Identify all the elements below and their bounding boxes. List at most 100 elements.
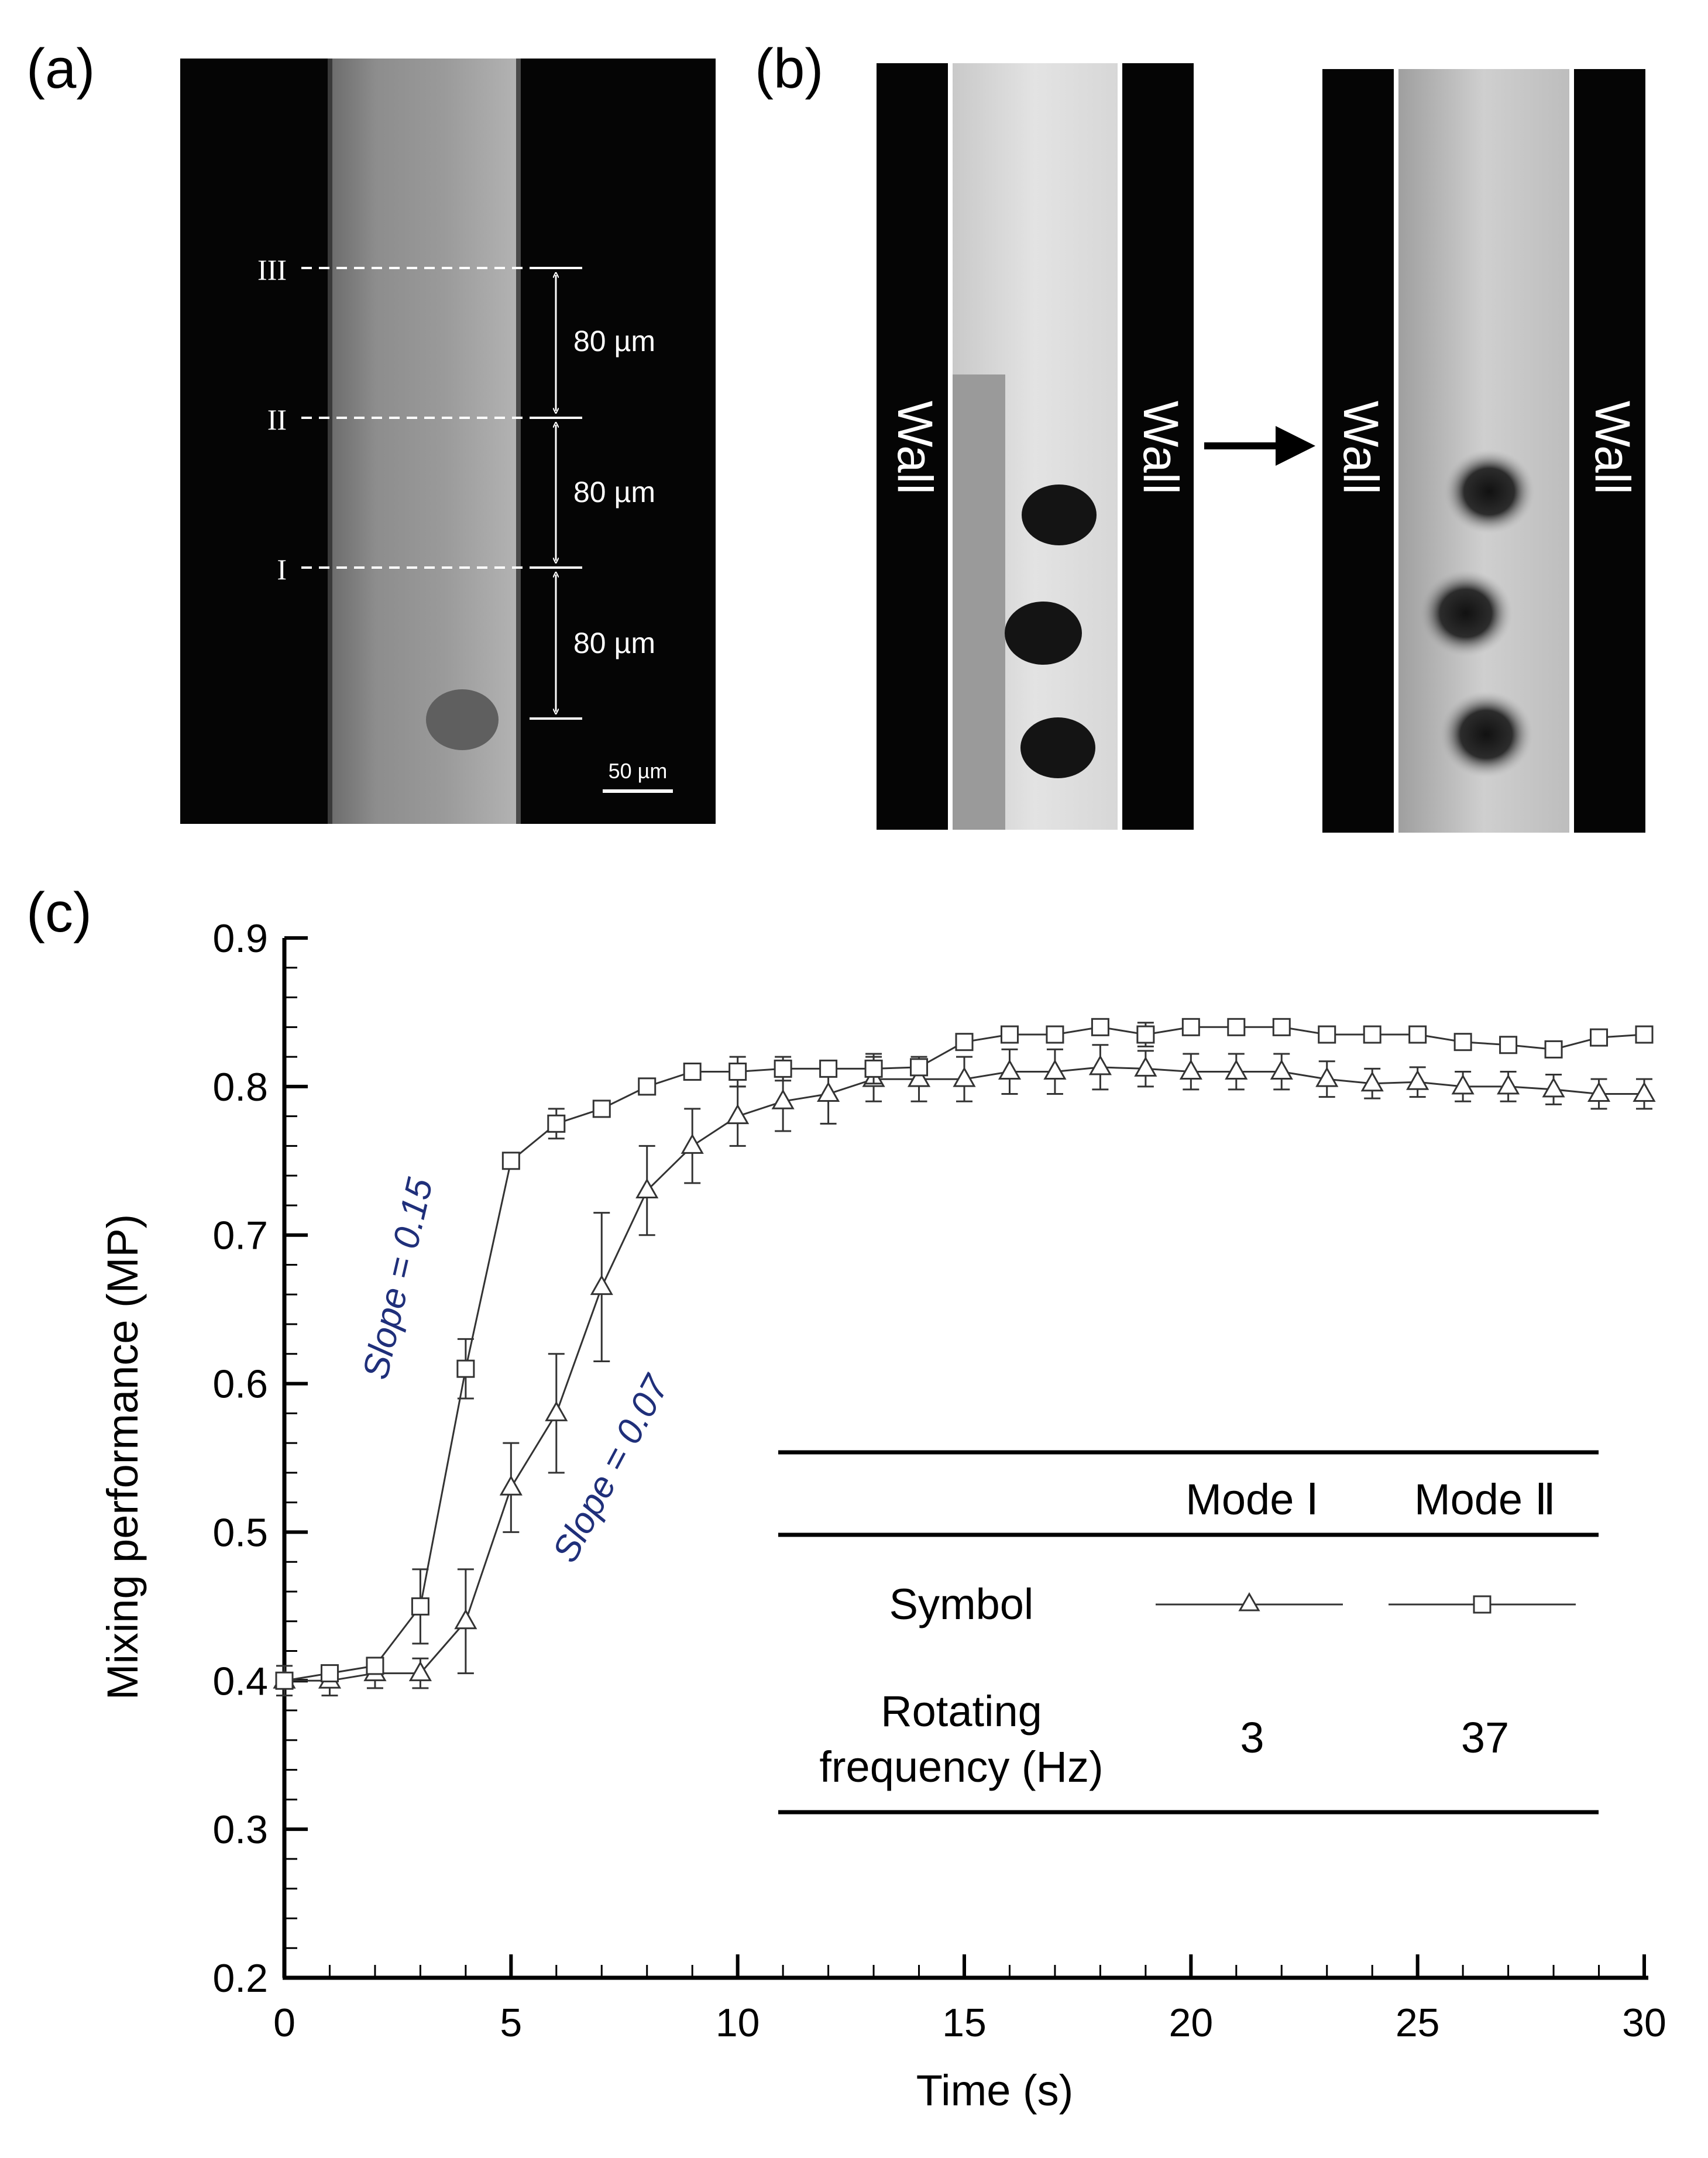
square-marker	[864, 1059, 883, 1078]
slope-annotation-mode2: Slope = 0.15	[355, 1174, 441, 1383]
legend-header-mode1: Mode Ⅰ	[1185, 1475, 1319, 1524]
x-tick-label: 0	[273, 2001, 295, 2045]
square-marker	[1272, 1018, 1291, 1036]
square-marker	[638, 1077, 657, 1096]
triangle-marker	[1043, 1059, 1067, 1080]
square-marker	[275, 1671, 294, 1690]
triangle-marker	[1633, 1081, 1656, 1102]
triangle-marker	[998, 1059, 1022, 1080]
square-marker	[1499, 1036, 1518, 1054]
wall-label-4: Wall	[1585, 401, 1640, 494]
square-marker	[1635, 1025, 1654, 1044]
panel-a-label: (a)	[26, 37, 95, 100]
x-tick-label: 20	[1169, 2001, 1214, 2045]
square-marker	[1363, 1025, 1381, 1044]
x-tick-label: 25	[1396, 2001, 1440, 2045]
y-tick-label: 0.5	[212, 1510, 268, 1555]
square-marker	[1227, 1018, 1246, 1036]
square-marker	[501, 1152, 520, 1170]
triangle-marker	[1406, 1070, 1429, 1090]
square-marker	[411, 1597, 429, 1616]
x-tick-label: 5	[500, 2001, 522, 2045]
wall-label-2: Wall	[1133, 401, 1188, 494]
droplet-2	[1005, 602, 1082, 665]
y-ticks	[284, 936, 308, 1980]
triangle-marker	[590, 1274, 613, 1296]
triangle-marker-icon	[1238, 1592, 1260, 1611]
x-tick-label: 15	[942, 2001, 987, 2045]
square-marker	[456, 1359, 475, 1378]
triangle-marker	[635, 1178, 659, 1199]
panel-a-micrograph: III II I 80 µm 80 µm 80 µm 50 µm	[180, 59, 716, 824]
square-marker	[1181, 1018, 1200, 1036]
transition-arrow-icon	[1204, 426, 1315, 466]
spacing-label-3: 80 µm	[573, 627, 655, 659]
square-marker	[819, 1059, 838, 1078]
square-marker	[592, 1099, 611, 1118]
square-marker	[320, 1664, 339, 1683]
triangle-marker	[1497, 1074, 1520, 1095]
triangle-marker	[681, 1133, 704, 1154]
wall-label-1: Wall	[888, 401, 943, 494]
legend-mode1-symbol	[1156, 1592, 1343, 1611]
square-marker	[1046, 1025, 1064, 1044]
triangle-marker	[907, 1067, 931, 1087]
y-tick-label: 0.6	[212, 1362, 268, 1407]
square-marker	[1318, 1025, 1336, 1044]
section-label-III: III	[257, 253, 287, 286]
square-marker	[1136, 1025, 1155, 1044]
legend-freq-mode2: 37	[1461, 1713, 1509, 1762]
triangle-marker	[1587, 1081, 1611, 1102]
square-marker	[1453, 1033, 1472, 1051]
y-tick-label: 0.8	[212, 1065, 268, 1109]
triangle-marker	[545, 1401, 568, 1421]
panel-b-label: (b)	[755, 37, 823, 100]
triangle-marker	[726, 1104, 750, 1125]
square-marker	[1000, 1025, 1019, 1044]
legend-row-symbol-label: Symbol	[889, 1580, 1034, 1628]
panel-c-label: (c)	[26, 881, 92, 944]
square-marker	[728, 1062, 747, 1081]
y-tick-labels: 0.2 0.3 0.4 0.5 0.6 0.7 0.8 0.9	[212, 916, 268, 2001]
diffused-droplet-2	[1419, 570, 1513, 657]
legend-row-freq-label-line2: frequency (Hz)	[819, 1743, 1103, 1791]
slope-annotation-mode1: Slope = 0.07	[545, 1367, 677, 1569]
legend-row-freq-label-line1: Rotating	[881, 1687, 1042, 1736]
scale-bar-label: 50 µm	[609, 759, 668, 783]
triangle-marker	[1179, 1059, 1202, 1080]
triangle-marker	[499, 1475, 523, 1496]
square-marker	[547, 1114, 566, 1133]
square-marker	[683, 1062, 702, 1081]
legend-header-mode2: Mode Ⅱ	[1414, 1475, 1556, 1524]
series-mode2	[275, 1018, 1654, 1690]
droplet-1	[1022, 484, 1097, 545]
triangle-marker	[1270, 1059, 1293, 1080]
y-axis-label: Mixing performance (MP)	[98, 1214, 147, 1700]
triangle-marker	[1360, 1071, 1384, 1092]
square-marker	[774, 1059, 792, 1078]
square-marker	[1408, 1025, 1427, 1044]
triangle-marker	[771, 1089, 795, 1109]
y-tick-label: 0.4	[212, 1659, 268, 1703]
square-marker	[366, 1657, 384, 1675]
triangle-marker	[1088, 1054, 1112, 1075]
spacing-label-1: 80 µm	[573, 325, 655, 358]
y-tick-label: 0.3	[212, 1808, 268, 1852]
x-tick-label: 10	[716, 2001, 760, 2045]
x-ticks	[283, 1954, 1646, 1978]
wall-label-3: Wall	[1334, 401, 1389, 494]
triangle-marker	[1315, 1067, 1339, 1087]
section-label-II: II	[267, 403, 287, 436]
x-axis-label: Time (s)	[916, 2066, 1074, 2115]
y-tick-label: 0.7	[212, 1214, 268, 1258]
section-label-I: I	[277, 553, 287, 586]
series-layer	[273, 1018, 1656, 1697]
x-tick-labels: 0 5 10 15 20 25 30	[273, 2001, 1666, 2045]
droplet-3	[1020, 717, 1095, 778]
square-marker	[1091, 1018, 1109, 1036]
square-marker-icon	[1473, 1595, 1492, 1614]
y-tick-label: 0.2	[212, 1956, 268, 2001]
diffused-droplet-3	[1439, 691, 1533, 778]
triangle-marker	[408, 1661, 432, 1682]
